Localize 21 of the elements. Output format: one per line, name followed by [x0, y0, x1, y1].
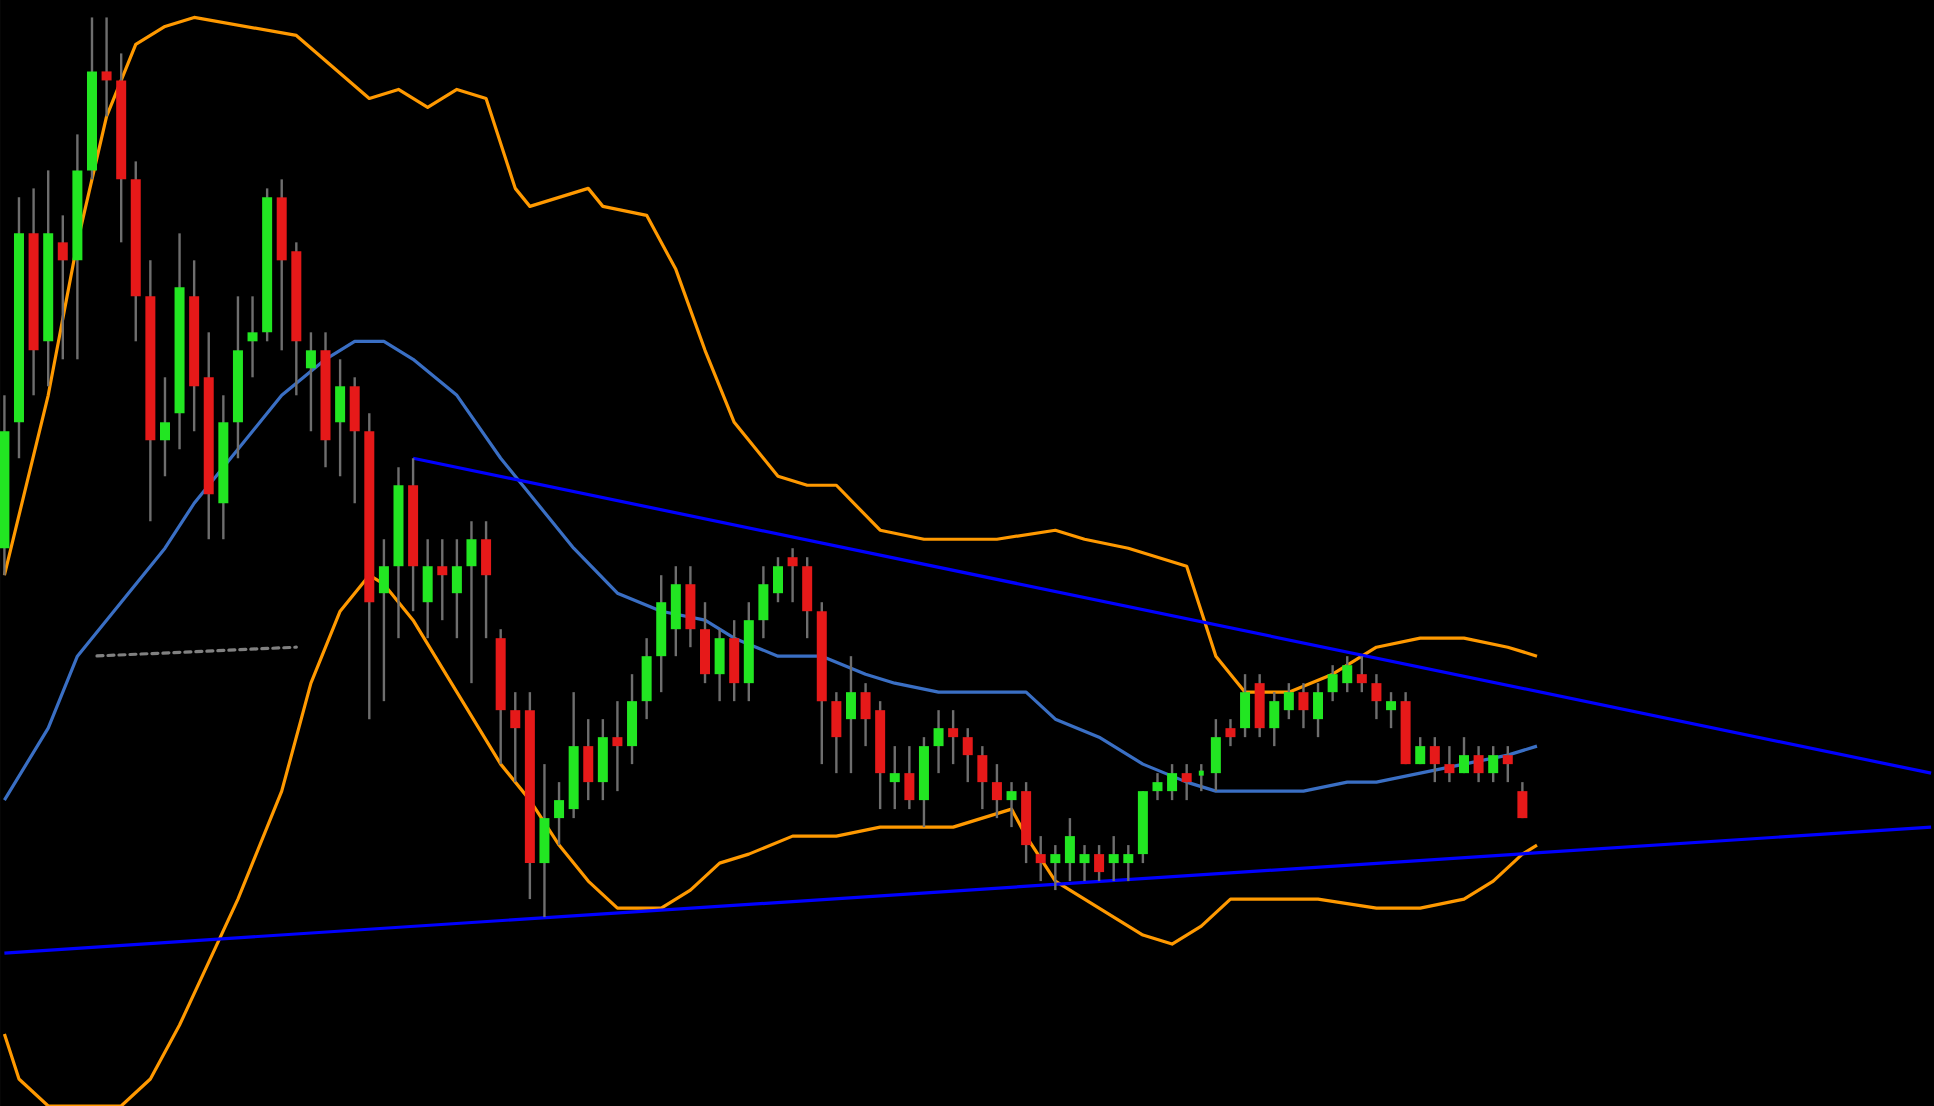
candlestick — [1444, 744, 1455, 784]
candlestick — [1356, 654, 1367, 694]
candlestick — [1050, 843, 1061, 892]
candlestick — [57, 214, 68, 361]
candlestick — [787, 547, 798, 604]
candlestick — [612, 699, 623, 793]
candlestick — [101, 16, 112, 118]
candlestick — [1079, 843, 1090, 883]
candlestick — [1006, 780, 1017, 829]
candlestick — [948, 708, 959, 766]
candlestick — [1386, 690, 1397, 730]
candlestick — [247, 295, 258, 379]
candlestick — [1152, 771, 1163, 802]
candlestick — [1035, 834, 1046, 883]
candlestick — [889, 744, 900, 811]
candlestick — [1123, 843, 1134, 883]
candlestick — [1502, 744, 1513, 784]
candlestick — [1108, 834, 1119, 883]
candlestick — [1225, 717, 1236, 748]
candlestick — [437, 538, 448, 622]
candlestick — [1181, 762, 1192, 802]
